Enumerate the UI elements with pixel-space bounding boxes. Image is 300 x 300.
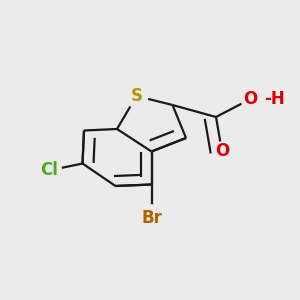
Circle shape	[138, 205, 165, 232]
Text: O: O	[215, 142, 229, 160]
Circle shape	[125, 85, 148, 107]
Text: Cl: Cl	[40, 161, 58, 179]
Text: O: O	[243, 90, 258, 108]
Circle shape	[241, 89, 260, 109]
Circle shape	[38, 158, 62, 182]
Text: S: S	[130, 87, 142, 105]
Text: Br: Br	[141, 209, 162, 227]
Text: -H: -H	[264, 90, 285, 108]
Circle shape	[212, 142, 232, 161]
